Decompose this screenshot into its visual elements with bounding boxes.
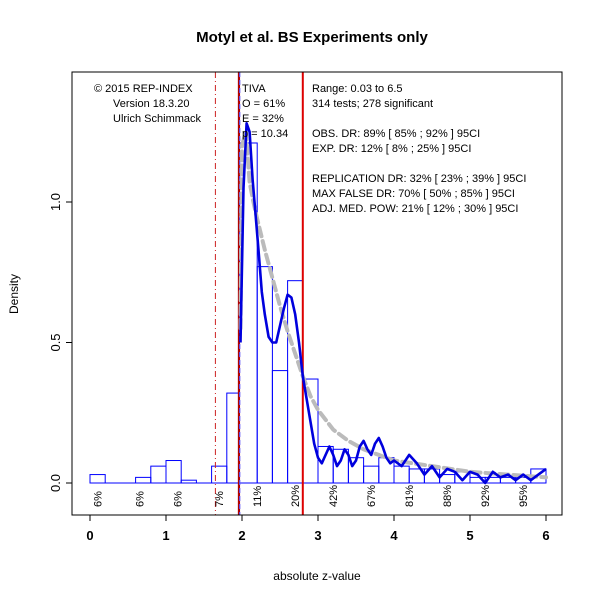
- kernel-density-curve: [239, 122, 547, 485]
- power-label: 11%: [252, 486, 264, 507]
- histogram-bar: [165, 460, 182, 484]
- histogram-bar: [89, 474, 106, 484]
- credit-line: Ulrich Schimmack: [113, 113, 202, 125]
- y-tick-label: 1.0: [48, 193, 63, 211]
- power-label: 92%: [480, 485, 492, 507]
- x-axis-label: absolute z-value: [273, 569, 361, 583]
- stats-line: REPLICATION DR: 32% [ 23% ; 39% ] 95CI: [312, 173, 526, 185]
- y-axis: 0.0 0.5 1.0: [48, 193, 73, 492]
- power-label: 42%: [328, 485, 340, 507]
- stats-line: EXP. DR: 12% [ 8% ; 25% ] 95CI: [312, 143, 471, 155]
- tiva-line: p = 10.34: [242, 128, 288, 140]
- x-tick-label: 6: [542, 528, 549, 543]
- power-label: 81%: [404, 485, 416, 507]
- credit-line: © 2015 REP-INDEX: [94, 83, 193, 95]
- annotations: © 2015 REP-INDEX Version 18.3.20 Ulrich Sc…: [94, 83, 526, 215]
- stats-line: OBS. DR: 89% [ 85% ; 92% ] 95CI: [312, 128, 480, 140]
- tiva-line: TIVA: [242, 83, 266, 95]
- credit-line: Version 18.3.20: [113, 98, 189, 110]
- tiva-line: E = 32%: [242, 113, 284, 125]
- power-label: 67%: [366, 485, 378, 507]
- power-label: 7%: [214, 491, 226, 507]
- power-label: 20%: [290, 485, 302, 507]
- stats-line: Range: 0.03 to 6.5: [312, 83, 403, 95]
- power-label: 6%: [134, 491, 146, 507]
- x-tick-label: 1: [162, 528, 169, 543]
- power-label: 6%: [172, 491, 184, 507]
- power-label: 6%: [93, 491, 105, 507]
- x-tick-label: 0: [86, 528, 93, 543]
- stats-line: MAX FALSE DR: 70% [ 50% ; 85% ] 95CI: [312, 188, 515, 200]
- y-tick-label: 0.5: [48, 333, 63, 351]
- x-axis: 0 1 2 3 4 5 6: [86, 514, 550, 543]
- x-tick-label: 2: [238, 528, 245, 543]
- power-label: 88%: [442, 485, 454, 507]
- plot-area: 6% 6% 6% 7% 11% 20% 42% 67% 81% 88% 92% 95%: [89, 72, 548, 515]
- x-tick-label: 3: [314, 528, 321, 543]
- stats-line: 314 tests; 278 significant: [312, 98, 433, 110]
- y-tick-label: 0.0: [48, 474, 63, 492]
- stats-line: ADJ. MED. POW: 21% [ 12% ; 30% ] 95CI: [312, 203, 518, 215]
- x-tick-label: 4: [390, 528, 398, 543]
- y-axis-label: Density: [7, 274, 21, 314]
- tiva-line: O = 61%: [242, 98, 285, 110]
- histogram-bar: [180, 479, 197, 484]
- chart-title: Motyl et al. BS Experiments only: [196, 29, 428, 46]
- x-tick-label: 5: [466, 528, 473, 543]
- power-label: 95%: [518, 485, 530, 507]
